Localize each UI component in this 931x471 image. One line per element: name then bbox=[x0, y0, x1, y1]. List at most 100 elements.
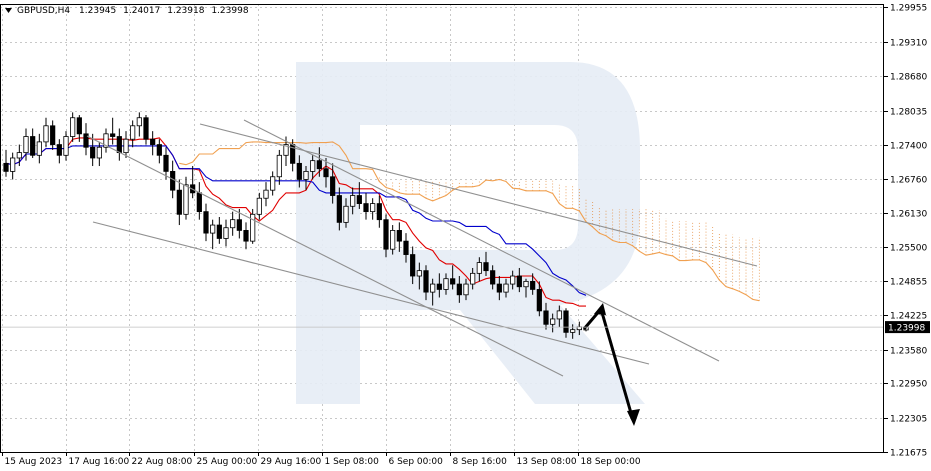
candle-body bbox=[523, 280, 529, 288]
candle-body bbox=[483, 262, 489, 272]
symbol-dropdown-icon[interactable] bbox=[5, 8, 12, 13]
candle-body bbox=[416, 270, 422, 277]
y-tick-label: 1.22305 bbox=[890, 415, 927, 425]
candle-body bbox=[276, 154, 282, 178]
candle-body bbox=[10, 157, 16, 172]
candle-body bbox=[330, 176, 336, 196]
candle-body bbox=[510, 275, 516, 285]
y-tick-label: 1.21675 bbox=[890, 449, 927, 459]
candle-body bbox=[130, 125, 136, 140]
ohlc-open: 1.23945 bbox=[79, 6, 116, 16]
candle-body bbox=[443, 278, 449, 290]
candle-body bbox=[436, 283, 442, 290]
candle-body bbox=[396, 230, 402, 242]
candle-body bbox=[176, 189, 182, 215]
candle-body bbox=[550, 318, 556, 325]
x-tick-label: 22 Aug 08:00 bbox=[132, 457, 193, 467]
candle-body bbox=[123, 138, 129, 154]
candle-body bbox=[530, 280, 536, 290]
candle-body bbox=[23, 136, 29, 154]
candle-body bbox=[270, 176, 276, 191]
candle-body bbox=[383, 219, 389, 250]
plot-frame bbox=[0, 4, 884, 453]
x-tick-label: 1 Sep 08:00 bbox=[325, 457, 380, 467]
y-tick-label: 1.24855 bbox=[890, 278, 927, 288]
candle-body bbox=[390, 230, 396, 250]
candle-body bbox=[363, 203, 369, 213]
candle-body bbox=[456, 283, 462, 296]
current-price-badge bbox=[885, 321, 930, 334]
candle-body bbox=[50, 125, 56, 145]
ohlc-high: 1.24017 bbox=[123, 6, 160, 16]
x-tick-label: 25 Aug 00:00 bbox=[197, 457, 258, 467]
y-tick-label: 1.28035 bbox=[890, 108, 927, 118]
candle-body bbox=[210, 224, 216, 234]
candle-body bbox=[296, 162, 302, 180]
candle-body bbox=[463, 283, 469, 296]
candle-body bbox=[503, 283, 509, 293]
y-tick-label: 1.26760 bbox=[890, 176, 927, 186]
candle-body bbox=[316, 160, 322, 170]
y-tick-label: 1.23580 bbox=[890, 347, 927, 357]
candle-body bbox=[230, 219, 236, 229]
candle-body bbox=[216, 224, 222, 239]
candle-body bbox=[163, 154, 169, 172]
x-tick-label: 8 Sep 16:00 bbox=[453, 457, 508, 467]
x-tick-label: 13 Sep 08:00 bbox=[517, 457, 577, 467]
candle-body bbox=[96, 146, 102, 159]
ohlc-low: 1.23918 bbox=[167, 6, 204, 16]
x-tick-label: 29 Aug 16:00 bbox=[261, 457, 322, 467]
candle-body bbox=[170, 170, 176, 191]
y-tick-label: 1.22950 bbox=[890, 380, 927, 390]
candle-body bbox=[56, 144, 62, 156]
y-tick-label: 1.26130 bbox=[890, 210, 927, 220]
candle-body bbox=[556, 310, 562, 320]
candle-body bbox=[243, 230, 249, 242]
candle-body bbox=[563, 310, 569, 333]
watermark-logo bbox=[296, 62, 645, 404]
candle-body bbox=[516, 275, 522, 288]
candle-body bbox=[283, 144, 289, 156]
candle-body bbox=[570, 329, 576, 333]
candle-body bbox=[410, 254, 416, 277]
candle-body bbox=[250, 213, 256, 242]
candle-body bbox=[83, 133, 89, 148]
trend-line bbox=[92, 221, 650, 365]
trend-line bbox=[243, 119, 720, 362]
candle-body bbox=[303, 170, 309, 180]
x-tick-label: 18 Sep 00:00 bbox=[581, 457, 641, 467]
candle-body bbox=[223, 227, 229, 239]
forecast-arrow-head-up bbox=[594, 303, 606, 315]
candle-body bbox=[263, 189, 269, 199]
candle-body bbox=[103, 133, 109, 148]
candle-body bbox=[450, 278, 456, 285]
candle-body bbox=[336, 195, 342, 223]
kijun-line bbox=[5, 145, 587, 296]
candle-body bbox=[156, 144, 162, 156]
x-tick-label: 6 Sep 00:00 bbox=[389, 457, 444, 467]
candle-body bbox=[203, 211, 209, 234]
trend-line bbox=[199, 123, 758, 267]
senkou-span-a bbox=[179, 141, 760, 302]
candle-body bbox=[143, 117, 149, 140]
candle-body bbox=[490, 270, 496, 285]
x-tick-label: 15 Aug 2023 bbox=[5, 457, 63, 467]
candle-body bbox=[543, 310, 549, 325]
y-tick-label: 1.29310 bbox=[890, 39, 927, 49]
candle-body bbox=[423, 270, 429, 293]
candle-body bbox=[356, 195, 362, 204]
candle-body bbox=[150, 138, 156, 145]
candle-body bbox=[30, 136, 36, 156]
y-tick-label: 1.28680 bbox=[890, 73, 927, 83]
candle-body bbox=[376, 203, 382, 221]
ohlc-close: 1.23998 bbox=[211, 6, 248, 16]
candle-body bbox=[90, 146, 96, 159]
candle-body bbox=[470, 272, 476, 285]
forecast-arrow-head-down bbox=[627, 409, 640, 426]
current-price-label: 1.23998 bbox=[888, 324, 925, 334]
candle-body bbox=[403, 240, 409, 255]
candle-body bbox=[343, 205, 349, 223]
candle-body bbox=[350, 195, 356, 207]
